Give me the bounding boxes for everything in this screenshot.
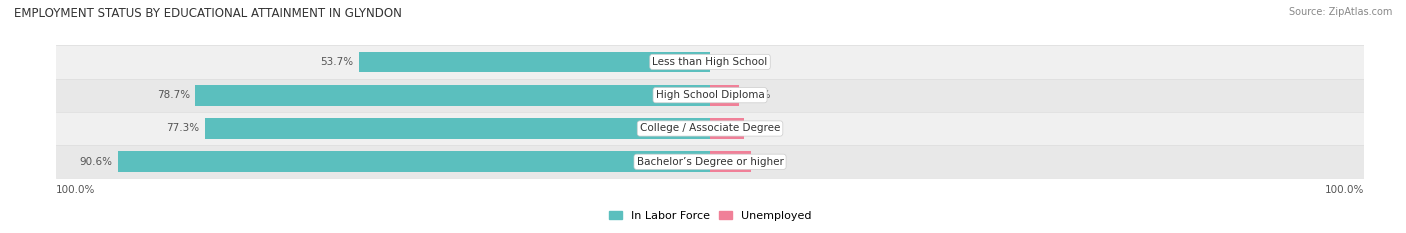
Bar	[195, 85, 710, 106]
Bar	[56, 112, 1364, 145]
Bar	[710, 151, 751, 172]
Text: 5.2%: 5.2%	[749, 123, 776, 134]
Bar	[710, 118, 744, 139]
Text: 0.0%: 0.0%	[716, 57, 741, 67]
Legend: In Labor Force, Unemployed: In Labor Force, Unemployed	[605, 206, 815, 225]
Text: 100.0%: 100.0%	[56, 185, 96, 195]
Text: 90.6%: 90.6%	[80, 157, 112, 167]
Bar	[205, 118, 710, 139]
Bar	[118, 151, 710, 172]
Text: 77.3%: 77.3%	[166, 123, 200, 134]
Bar	[710, 85, 740, 106]
Text: Less than High School: Less than High School	[652, 57, 768, 67]
Bar	[359, 51, 710, 72]
Text: EMPLOYMENT STATUS BY EDUCATIONAL ATTAINMENT IN GLYNDON: EMPLOYMENT STATUS BY EDUCATIONAL ATTAINM…	[14, 7, 402, 20]
Text: College / Associate Degree: College / Associate Degree	[640, 123, 780, 134]
Text: 6.3%: 6.3%	[756, 157, 783, 167]
Bar	[56, 145, 1364, 178]
Text: 53.7%: 53.7%	[321, 57, 354, 67]
Text: High School Diploma: High School Diploma	[655, 90, 765, 100]
Text: 4.5%: 4.5%	[745, 90, 770, 100]
Bar	[56, 45, 1364, 79]
Text: 78.7%: 78.7%	[157, 90, 190, 100]
Bar	[56, 79, 1364, 112]
Text: 100.0%: 100.0%	[1324, 185, 1364, 195]
Text: Source: ZipAtlas.com: Source: ZipAtlas.com	[1288, 7, 1392, 17]
Text: Bachelor’s Degree or higher: Bachelor’s Degree or higher	[637, 157, 783, 167]
